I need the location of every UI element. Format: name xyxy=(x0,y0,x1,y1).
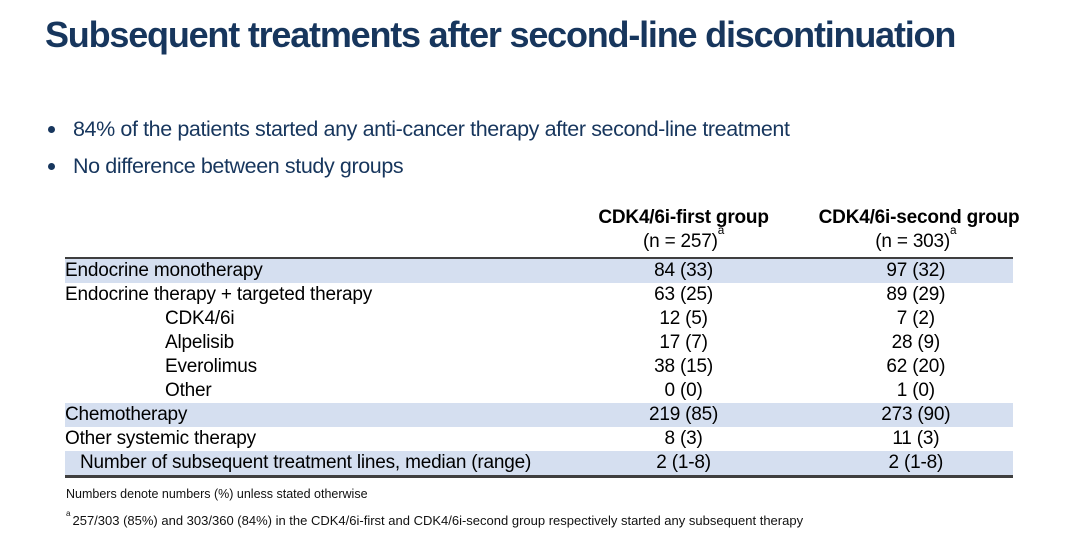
row-value-group2: 62 (20) xyxy=(886,356,946,377)
row-value-group1: 12 (5) xyxy=(659,308,708,329)
row-value-group1: 63 (25) xyxy=(654,284,713,305)
table-row: Other systemic therapy 8 (3) 11 (3) xyxy=(65,427,1013,451)
row-value-group2: 273 (90) xyxy=(881,404,951,425)
row-label: Other systemic therapy xyxy=(65,428,256,449)
footnote-marker: a xyxy=(66,509,71,519)
row-label: Endocrine therapy + targeted therapy xyxy=(65,284,373,305)
header-group2-n: (n = 303)a xyxy=(818,225,1013,259)
group-n-row: (n = 257)a (n = 303)a xyxy=(65,225,1013,259)
row-value-group1: 219 (85) xyxy=(648,404,719,425)
header-group2: CDK4/6i-second group xyxy=(818,206,1020,228)
bullet-text: No difference between study groups xyxy=(73,154,404,178)
row-label: Endocrine monotherapy xyxy=(65,260,263,281)
bullet-text: 84% of the patients started any anti-can… xyxy=(73,117,790,141)
row-value-group1: 8 (3) xyxy=(664,428,703,449)
row-value-group2: 1 (0) xyxy=(896,380,935,401)
table-header: CDK4/6i-first group CDK4/6i-second group… xyxy=(65,204,1020,259)
row-label: Chemotherapy xyxy=(65,404,188,425)
table-row: Endocrine monotherapy 84 (33) 97 (32) xyxy=(65,258,1013,283)
table-row: Other 0 (0) 1 (0) xyxy=(65,379,1013,403)
table-row: Chemotherapy 219 (85) 273 (90) xyxy=(65,403,1013,427)
row-value-group1: 84 (33) xyxy=(654,260,713,281)
row-value-group1: 38 (15) xyxy=(654,356,713,377)
footnote-marker: a xyxy=(950,224,957,238)
table-row: Endocrine therapy + targeted therapy 63 … xyxy=(65,283,1013,307)
n-value: (n = 257) xyxy=(643,231,718,252)
header-group1: CDK4/6i-first group xyxy=(598,206,769,228)
bullet-dot-icon xyxy=(48,163,55,170)
row-value-group2: 2 (1-8) xyxy=(818,451,1013,478)
group-name-row: CDK4/6i-first group CDK4/6i-second group xyxy=(65,204,1020,231)
treatments-table: CDK4/6i-first group CDK4/6i-second group… xyxy=(65,204,1020,478)
row-value-group1: 2 (1-8) xyxy=(548,451,819,478)
table-row: Number of subsequent treatment lines, me… xyxy=(65,451,1013,478)
bullet-dot-icon xyxy=(48,126,55,133)
row-value-group2: 28 (9) xyxy=(891,332,941,353)
bullet-item: 84% of the patients started any anti-can… xyxy=(45,111,790,148)
row-value-group2: 89 (29) xyxy=(886,284,946,305)
row-value-group1: 17 (7) xyxy=(659,332,708,353)
table-row: Everolimus 38 (15) 62 (20) xyxy=(65,355,1013,379)
header-empty-cell xyxy=(65,231,549,259)
footnote-a: a 257/303 (85%) and 303/360 (84%) in the … xyxy=(66,510,804,528)
bullet-item: No difference between study groups xyxy=(45,148,790,185)
row-label: Number of subsequent treatment lines, me… xyxy=(65,451,549,478)
header-group1-n: (n = 257)a xyxy=(548,225,819,259)
row-value-group2: 11 (3) xyxy=(892,428,940,449)
table-row: Alpelisib 17 (7) 28 (9) xyxy=(65,331,1013,355)
header-empty-cell xyxy=(65,204,548,231)
row-label: Everolimus xyxy=(165,356,257,377)
row-label: CDK4/6i xyxy=(165,308,235,329)
footnote-a-text: 257/303 (85%) and 303/360 (84%) in the C… xyxy=(72,513,804,528)
table-body: Endocrine monotherapy 84 (33) 97 (32) En… xyxy=(65,258,1013,478)
row-label: Other xyxy=(165,380,212,401)
row-value-group2: 7 (2) xyxy=(896,308,935,329)
footnote-marker: a xyxy=(717,224,725,238)
n-value: (n = 303) xyxy=(875,231,951,252)
page-title: Subsequent treatments after second-line … xyxy=(45,14,956,55)
row-label: Alpelisib xyxy=(165,332,234,353)
table-row: CDK4/6i 12 (5) 7 (2) xyxy=(65,307,1013,331)
footnote-general: Numbers denote numbers (%) unless stated… xyxy=(66,487,368,501)
row-value-group2: 97 (32) xyxy=(886,260,946,281)
bullet-list: 84% of the patients started any anti-can… xyxy=(45,111,790,185)
row-value-group1: 0 (0) xyxy=(664,380,703,401)
